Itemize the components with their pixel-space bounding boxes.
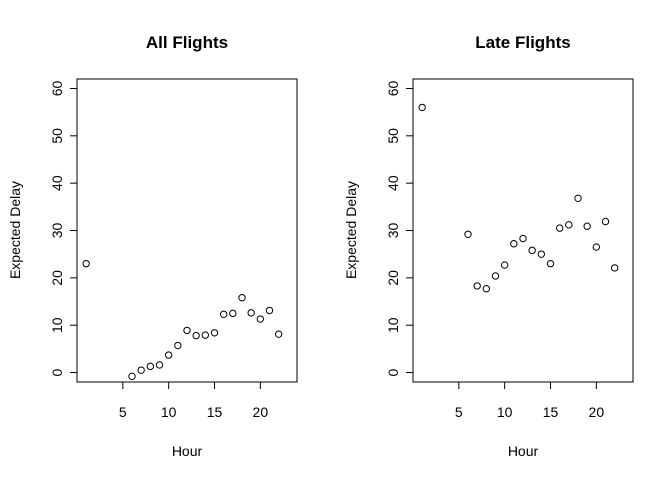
y-tick-label: 50 bbox=[385, 128, 401, 144]
y-tick-label: 20 bbox=[385, 270, 401, 286]
y-tick-label: 10 bbox=[385, 317, 401, 333]
data-point bbox=[274, 330, 283, 338]
data-point bbox=[82, 259, 90, 268]
x-axis-label: Hour bbox=[172, 443, 203, 459]
data-point bbox=[146, 362, 155, 371]
panel-late-flights: Late Flights Hour Expected Delay 5 10 15 20… bbox=[343, 33, 634, 459]
data-point bbox=[546, 259, 555, 268]
y-tick-label: 30 bbox=[49, 223, 65, 239]
data-point bbox=[601, 217, 610, 226]
y-tick-label: 0 bbox=[385, 368, 401, 376]
chart-title: All Flights bbox=[146, 33, 228, 52]
data-point bbox=[192, 331, 200, 340]
chart-title: Late Flights bbox=[475, 33, 570, 52]
y-tick-label: 40 bbox=[49, 175, 65, 191]
data-point bbox=[155, 361, 164, 369]
plot-frame bbox=[76, 78, 298, 383]
panel-all-flights: All Flights Hour Expected Delay 5 10 15 20 … bbox=[7, 33, 298, 459]
data-point bbox=[128, 372, 136, 381]
data-point bbox=[201, 331, 210, 339]
plot-frame bbox=[412, 78, 634, 383]
data-point bbox=[265, 306, 274, 315]
data-point bbox=[592, 243, 601, 251]
data-point bbox=[164, 351, 173, 359]
y-tick-label: 40 bbox=[385, 175, 401, 191]
data-point bbox=[583, 222, 591, 230]
data-point bbox=[574, 194, 582, 203]
data-point bbox=[183, 326, 191, 335]
data-point bbox=[610, 264, 619, 272]
data-point bbox=[210, 329, 219, 337]
data-point bbox=[256, 315, 265, 323]
x-tick-label: 10 bbox=[161, 404, 177, 420]
data-point bbox=[491, 272, 500, 280]
x-tick-label: 20 bbox=[253, 404, 269, 420]
x-tick-label: 5 bbox=[119, 404, 127, 420]
x-axis: 5 10 15 20 bbox=[119, 381, 269, 420]
y-tick-label: 30 bbox=[385, 223, 401, 239]
scatter-points bbox=[82, 259, 283, 381]
data-point bbox=[229, 309, 237, 318]
data-point bbox=[174, 341, 182, 350]
y-tick-label: 60 bbox=[49, 80, 65, 96]
x-tick-label: 5 bbox=[455, 404, 463, 420]
y-axis-label: Expected Delay bbox=[7, 181, 23, 279]
x-tick-label: 15 bbox=[207, 404, 223, 420]
y-axis-label: Expected Delay bbox=[343, 181, 359, 279]
y-axis: 0 10 20 30 40 50 60 bbox=[49, 80, 78, 376]
scatter-points bbox=[418, 103, 619, 293]
y-tick-label: 20 bbox=[49, 270, 65, 286]
data-point bbox=[555, 224, 564, 232]
data-point bbox=[137, 366, 145, 374]
data-point bbox=[528, 246, 536, 255]
data-point bbox=[219, 310, 228, 318]
x-axis: 5 10 15 20 bbox=[455, 381, 605, 420]
data-point bbox=[247, 309, 255, 317]
y-tick-label: 0 bbox=[49, 368, 65, 376]
data-point bbox=[473, 282, 481, 290]
data-point bbox=[238, 294, 246, 302]
data-point bbox=[482, 285, 491, 293]
data-point bbox=[510, 240, 518, 248]
data-point bbox=[464, 230, 472, 238]
y-axis: 0 10 20 30 40 50 60 bbox=[385, 80, 414, 376]
x-axis-label: Hour bbox=[508, 443, 539, 459]
data-point bbox=[519, 234, 527, 243]
data-point bbox=[565, 221, 573, 229]
x-tick-label: 10 bbox=[497, 404, 513, 420]
y-tick-label: 50 bbox=[49, 128, 65, 144]
data-point bbox=[537, 250, 546, 258]
x-tick-label: 15 bbox=[543, 404, 559, 420]
data-point bbox=[418, 103, 426, 112]
y-tick-label: 10 bbox=[49, 317, 65, 333]
y-tick-label: 60 bbox=[385, 80, 401, 96]
x-tick-label: 20 bbox=[589, 404, 605, 420]
data-point bbox=[500, 261, 509, 269]
